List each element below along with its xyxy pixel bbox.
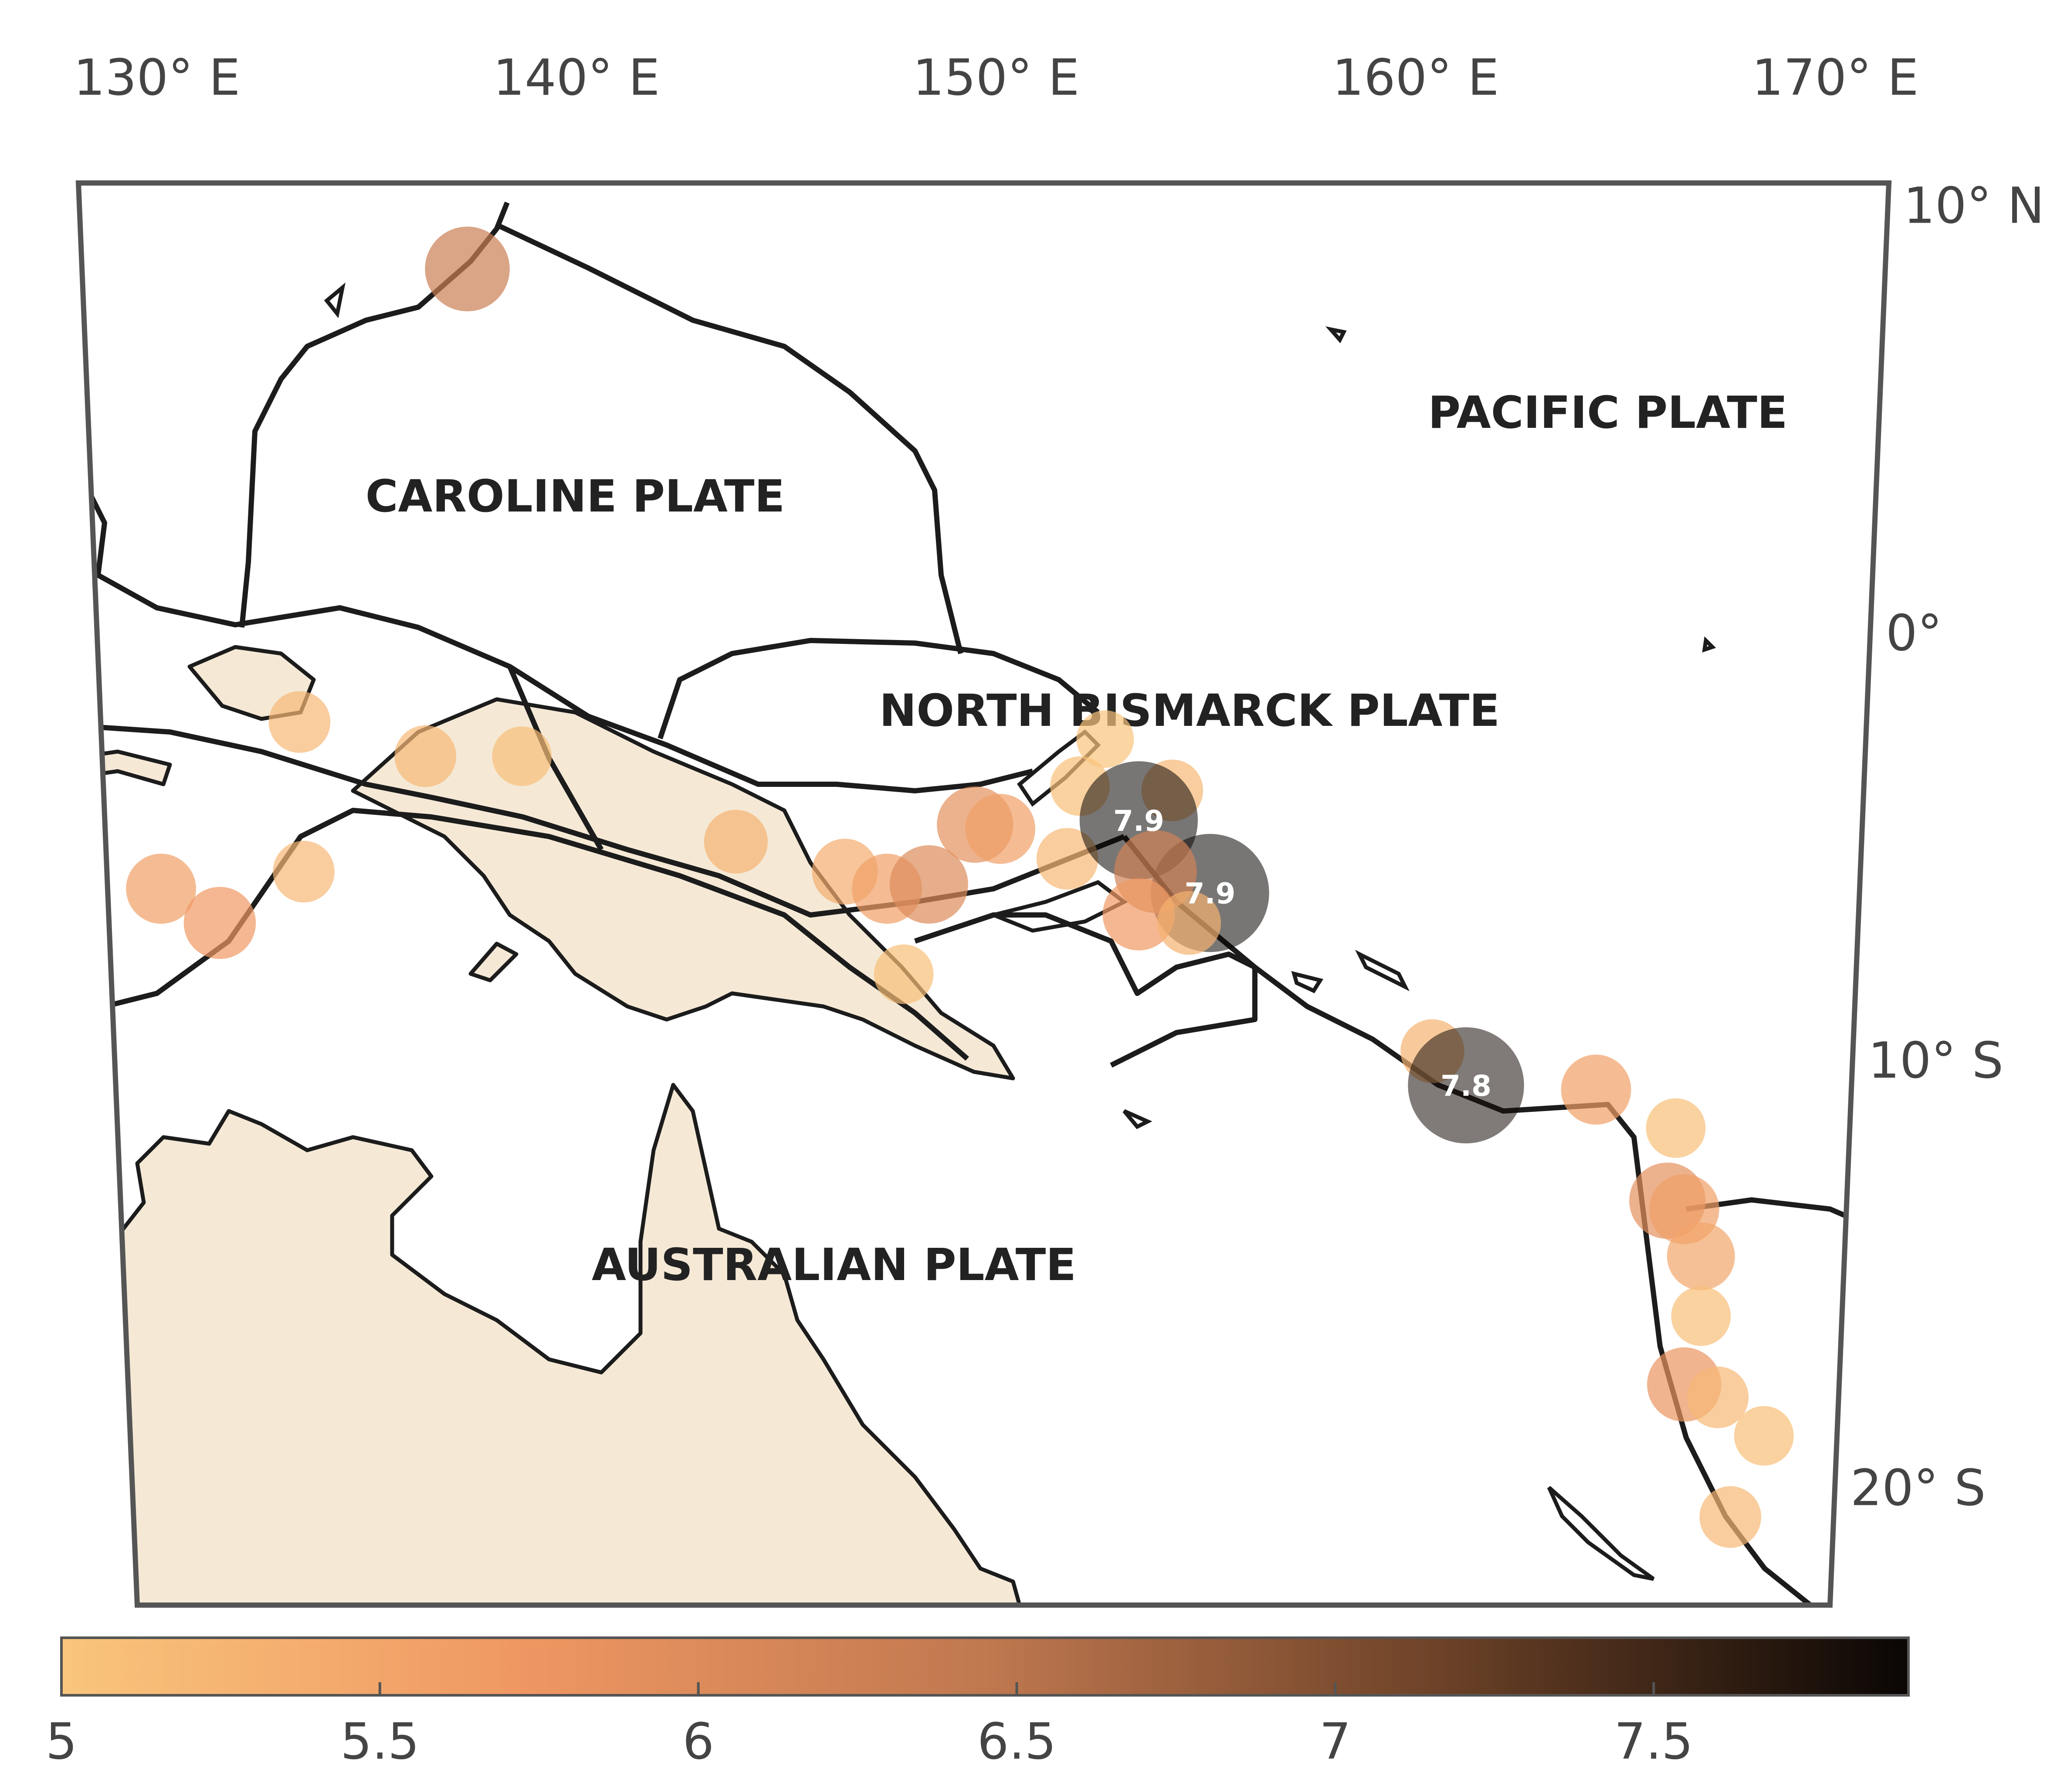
earthquake: [889, 845, 968, 924]
earthquake: [1667, 1222, 1735, 1291]
earthquake: [1408, 1027, 1524, 1144]
earthquake: [965, 794, 1036, 864]
colorbar-tick-label: 6.5: [977, 1712, 1056, 1770]
plate-label: PACIFIC PLATE: [1428, 387, 1787, 439]
colorbar-scale: [60, 1636, 1910, 1697]
lon-tick-label: 170° E: [1752, 48, 1919, 106]
map-frame: [75, 180, 1892, 1608]
plate-boundary: [78, 723, 1125, 918]
earthquake: [273, 840, 335, 903]
earthquake: [1671, 1286, 1731, 1346]
colorbar-tick-label: 7: [1319, 1712, 1351, 1770]
lat-tick-label: 10° S: [1868, 1031, 2003, 1089]
earthquake: [1076, 710, 1134, 768]
events: 7.9 7.9 7.8: [126, 227, 1794, 1548]
earthquake: [1687, 1366, 1749, 1428]
earthquake: [492, 726, 552, 786]
island: [1325, 326, 1347, 344]
earthquake: [1561, 1054, 1631, 1125]
island: [324, 282, 346, 318]
lon-tick-label: 140° E: [493, 48, 660, 106]
magnitude-label: 7.8: [1440, 1069, 1491, 1103]
earthquake: [126, 854, 197, 924]
new-guinea: [351, 697, 1015, 1081]
plate-boundary: [495, 222, 963, 654]
colorbar: 5 5.5 6 6.5 7 7.5: [46, 1636, 1910, 1770]
plate-boundary: [657, 638, 1100, 739]
earthquake: [704, 810, 768, 874]
lat-tick-label: 0°: [1886, 604, 1942, 662]
earthquake: [183, 887, 256, 959]
lon-tick-label: 160° E: [1332, 48, 1499, 106]
solomons: [1291, 971, 1324, 993]
island: [1702, 636, 1716, 653]
plate-label: NORTH BISMARCK PLATE: [879, 685, 1500, 737]
earthquake: [874, 944, 934, 1004]
magnitude-label: 7.9: [1113, 804, 1164, 838]
lat-tick-label: 10° N: [1904, 176, 2045, 234]
earthquake: [425, 227, 510, 312]
earthquake: [1734, 1406, 1794, 1466]
australia: [96, 1083, 1022, 1605]
earthquake: [1102, 878, 1175, 951]
lat-tick-label: 20° S: [1850, 1459, 1986, 1517]
plate-label: AUSTRALIAN PLATE: [592, 1239, 1076, 1291]
earthquake: [1699, 1486, 1762, 1548]
colorbar-tick-label: 5: [46, 1712, 78, 1770]
new-caledonia: [1547, 1486, 1655, 1581]
lon-tick-label: 130° E: [74, 48, 241, 106]
island: [78, 749, 172, 786]
colorbar-tick-label: 5.5: [340, 1712, 419, 1770]
magnitude-label: 7.9: [1185, 877, 1236, 911]
earthquake: [1157, 891, 1221, 955]
solomons: [1355, 949, 1410, 992]
colorbar-tick-label: 7.5: [1614, 1712, 1693, 1770]
plate-boundary: [914, 912, 1257, 1068]
plate-label: CAROLINE PLATE: [366, 471, 785, 522]
earthquake: [1646, 1098, 1706, 1158]
earthquake: [394, 725, 457, 787]
earthquake: [268, 691, 331, 753]
island: [468, 942, 519, 982]
earthquake: [1036, 828, 1098, 890]
colorbar-tick-label: 6: [682, 1712, 714, 1770]
lon-tick-label: 150° E: [913, 48, 1080, 106]
basemap: [78, 201, 1871, 1605]
island: [1122, 1109, 1152, 1129]
